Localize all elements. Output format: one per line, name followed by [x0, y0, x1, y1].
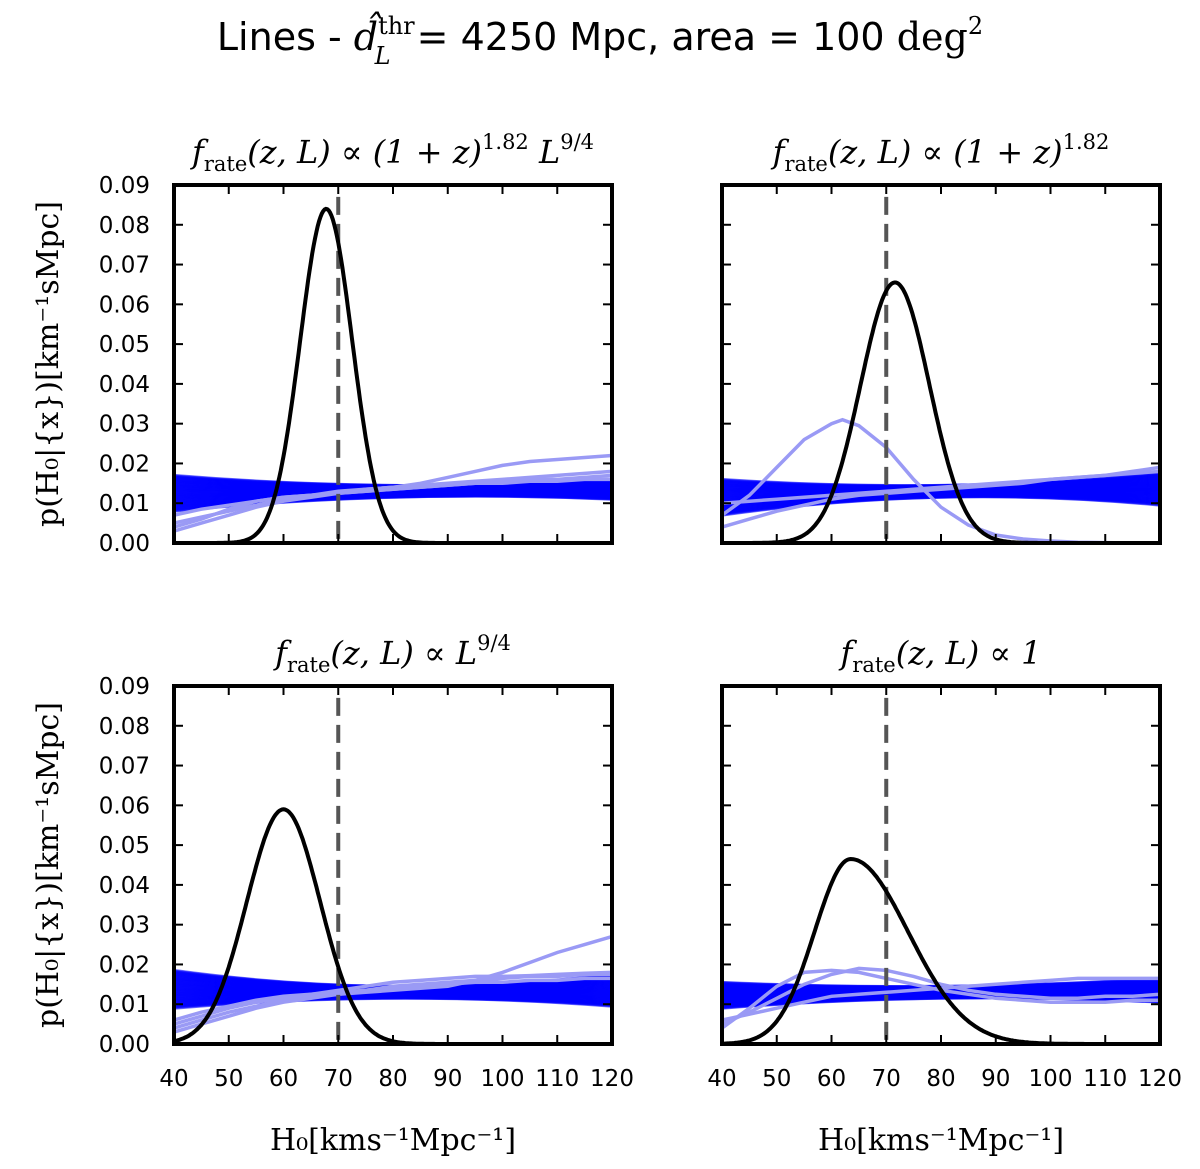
x-tick-label: 40: [707, 1066, 736, 1092]
title-args: (z, L) ∝ (1 + z): [247, 133, 482, 171]
plot-area: [174, 697, 612, 1044]
title-sub: rate: [204, 152, 247, 176]
single-event-line: [722, 471, 1160, 488]
y-tick-label: 0.06: [99, 292, 150, 318]
y-axis-label: p(H₀|{x})[km⁻¹sMpc]: [31, 201, 66, 527]
x-axis-label: H₀[kms⁻¹Mpc⁻¹]: [270, 1123, 516, 1158]
title-sub: rate: [784, 152, 827, 176]
panel-top-right: frate(z, L) ∝ (1 + z)1.82: [720, 130, 1162, 545]
figure-title: Lines - d̂thr L = 4250 Mpc, area = 100 de…: [217, 12, 983, 70]
x-tick-label: 50: [214, 1066, 243, 1092]
y-tick-label: 0.06: [99, 793, 150, 819]
title-sub: rate: [852, 653, 895, 677]
x-tick-label: 90: [981, 1066, 1010, 1092]
figure-title-mid: = 4250 Mpc, area = 100: [405, 15, 897, 59]
x-tick-label: 70: [872, 1066, 901, 1092]
x-tick-label: 110: [535, 1066, 579, 1092]
panel-bottom-right: 40 50 60 70 80 90 100 110 120 frate(z, L) ∝ 1 H₀[k…: [707, 634, 1182, 1158]
title-sup1: 1.82: [1063, 130, 1110, 154]
x-tick-label: 100: [481, 1066, 525, 1092]
figure-title-prefix: Lines -: [217, 15, 354, 59]
x-tick-label: 50: [762, 1066, 791, 1092]
panel-bottom-left: 40 50 60 70 80 90 100 110 120 0.00 0.01 0.02 0.03 0.0…: [31, 631, 634, 1158]
figure-title-sup: thr: [378, 12, 415, 40]
y-tick-label: 0.08: [99, 714, 150, 740]
y-tick-label: 0.03: [99, 412, 150, 438]
y-tick-label: 0.07: [99, 754, 150, 780]
y-tick-label: 0.09: [99, 173, 150, 199]
combined-posterior-line: [722, 856, 1160, 1044]
y-tick-label: 0.07: [99, 253, 150, 279]
x-tick-label: 70: [324, 1066, 353, 1092]
combined-posterior-line: [722, 280, 1160, 543]
y-tick-label: 0.05: [99, 332, 150, 358]
figure-title-unit: deg: [897, 15, 968, 59]
y-tick-label: 0.09: [99, 674, 150, 700]
x-tick-label: 80: [378, 1066, 407, 1092]
figure-title-unit-sup: 2: [968, 12, 983, 40]
plot-area: [722, 697, 1160, 1044]
title-sup1: 9/4: [477, 631, 511, 655]
panel-top-left: 0.00 0.01 0.02 0.03 0.04 0.05 0.06 0.07 0.08 0.09…: [31, 130, 614, 557]
panel-title: frate(z, L) ∝ (1 + z)1.82: [771, 130, 1110, 176]
panel-title: frate(z, L) ∝ (1 + z)1.82 L9/4: [190, 130, 594, 176]
title-sup2: 9/4: [560, 130, 594, 154]
light-curve-1: [174, 469, 612, 525]
x-tick-label: 100: [1029, 1066, 1073, 1092]
plot-area: [174, 196, 612, 543]
title-sub: rate: [287, 653, 330, 677]
x-tick-label: 40: [159, 1066, 188, 1092]
y-tick-label: 0.01: [99, 992, 150, 1018]
y-tick-label: 0.00: [99, 531, 150, 557]
y-axis-label: p(H₀|{x})[km⁻¹sMpc]: [31, 702, 66, 1028]
title-args: (z, L) ∝ (1 + z): [828, 133, 1063, 171]
y-tick-label: 0.08: [99, 213, 150, 239]
x-tick-label: 80: [926, 1066, 955, 1092]
panel-title: frate(z, L) ∝ L9/4: [273, 631, 511, 677]
panels: 0.00 0.01 0.02 0.03 0.04 0.05 0.06 0.07 0.08 0.09…: [31, 130, 1182, 1158]
title-tail: L: [529, 133, 560, 171]
y-tick-label: 0.04: [99, 873, 150, 899]
x-tick-label: 120: [590, 1066, 634, 1092]
title-args: (z, L) ∝ 1: [896, 634, 1042, 672]
light-curve-2: [722, 469, 1160, 505]
y-tick-label: 0.00: [99, 1032, 150, 1058]
panel-title: frate(z, L) ∝ 1: [838, 634, 1041, 677]
plot-area: [722, 196, 1160, 543]
light-curve-3: [174, 477, 612, 517]
x-tick-label: 60: [817, 1066, 846, 1092]
x-axis-label: H₀[kms⁻¹Mpc⁻¹]: [818, 1123, 1064, 1158]
light-curve-3: [174, 972, 612, 1034]
y-tick-label: 0.03: [99, 913, 150, 939]
y-tick-label: 0.04: [99, 372, 150, 398]
y-tick-label: 0.02: [99, 451, 150, 477]
y-tick-label: 0.05: [99, 833, 150, 859]
title-args: (z, L) ∝ L: [330, 634, 477, 672]
figure-title-sub: L: [374, 42, 391, 70]
y-tick-label: 0.01: [99, 491, 150, 517]
title-sup1: 1.82: [482, 130, 529, 154]
light-curve-2: [174, 976, 612, 1022]
y-tick-label: 0.02: [99, 952, 150, 978]
x-tick-label: 110: [1083, 1066, 1127, 1092]
figure-title-dhat: d̂: [354, 12, 383, 59]
x-tick-label: 120: [1138, 1066, 1182, 1092]
combined-posterior-line: [174, 206, 612, 543]
light-curve-0: [174, 934, 612, 1030]
x-tick-label: 60: [269, 1066, 298, 1092]
x-tick-label: 90: [433, 1066, 462, 1092]
